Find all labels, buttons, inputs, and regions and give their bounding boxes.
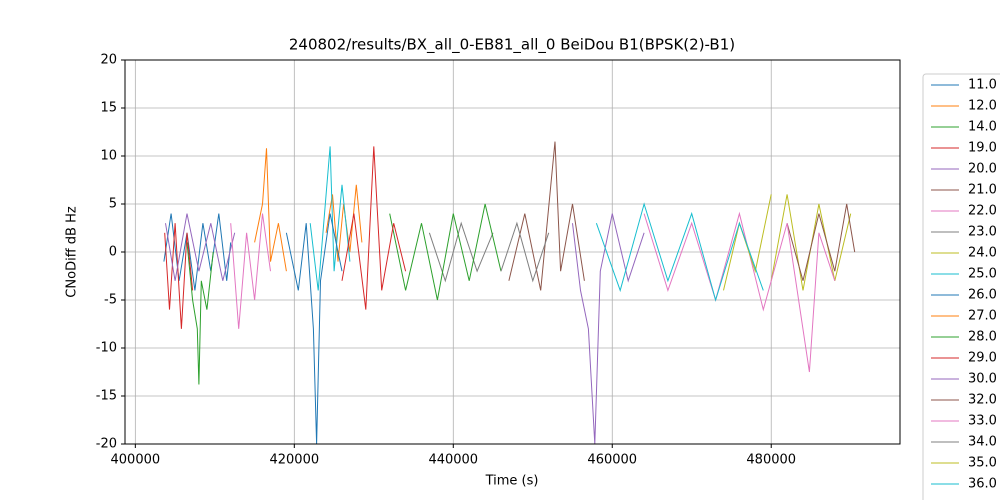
legend-label: 22.0 [968,204,997,219]
series-line [786,203,856,281]
y-tick-label: 5 [109,197,117,212]
x-tick-label: 480000 [746,453,796,468]
legend-box [922,73,1000,500]
legend-label: 28.0 [968,330,997,345]
legend-label: 14.0 [968,120,997,135]
series-line [285,213,343,444]
y-tick-label: 0 [109,245,117,260]
legend-label: 23.0 [968,225,997,240]
legend-label: 33.0 [968,414,997,429]
series-line [500,221,550,283]
series-line [595,202,764,302]
series-line [389,203,502,301]
x-tick-label: 460000 [587,453,637,468]
legend-label: 20.0 [968,162,997,177]
y-tick-label: -5 [104,293,117,308]
y-tick-label: 10 [100,149,117,164]
legend-label: 27.0 [968,309,997,324]
legend-label: 26.0 [968,288,997,303]
y-tick-label: -15 [96,389,117,404]
legend-label: 32.0 [968,393,997,408]
legend-label: 21.0 [968,183,997,198]
series-line [341,146,407,310]
series-line [164,223,194,329]
legend-label: 24.0 [968,246,997,261]
series-line [643,211,836,373]
legend-label: 36.0 [968,477,997,492]
x-tick-label: 420000 [269,453,319,468]
legend-label: 30.0 [968,372,997,387]
series-line [163,213,232,291]
series-line [230,213,271,329]
legend-label: 19.0 [968,141,997,156]
series-line [428,221,494,283]
series-line [165,213,236,281]
plot-frame [124,59,901,445]
chart-title: 240802/results/BX_all_0-EB81_all_0 BeiDo… [289,36,735,55]
series-line [309,146,351,291]
legend-label: 25.0 [968,267,997,282]
y-tick-label: -10 [96,341,117,356]
y-tick-label: 20 [100,53,117,68]
x-tick-label: 400000 [111,453,161,468]
legend-label: 12.0 [968,99,997,114]
y-tick-label: 15 [100,101,117,116]
series-line [254,148,287,272]
legend-label: 34.0 [968,435,997,450]
series-line [572,213,645,444]
series-line [508,141,585,291]
series-line [186,242,214,385]
series-line [723,194,772,291]
x-axis-label: Time (s) [485,474,539,489]
series-line [770,194,852,291]
y-tick-label: -20 [96,437,117,452]
legend-label: 29.0 [968,351,997,366]
y-axis-label: CNoDiff dB Hz [65,206,80,298]
x-tick-label: 440000 [428,453,478,468]
legend-label: 35.0 [968,456,997,471]
legend-label: 11.0 [968,78,997,93]
